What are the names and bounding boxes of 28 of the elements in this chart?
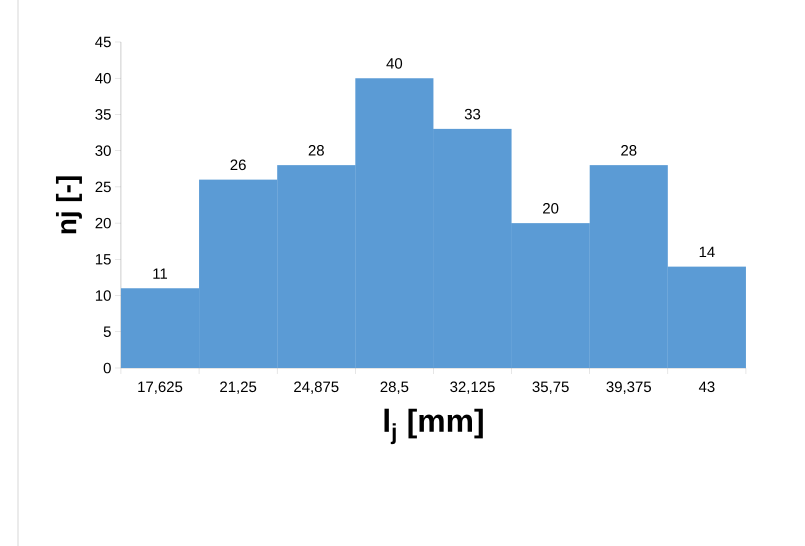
data-label: 26 xyxy=(230,160,246,170)
x-tick-label: 43 xyxy=(698,382,715,392)
data-label: 40 xyxy=(386,58,402,69)
y-tick-label: 40 xyxy=(95,72,111,84)
y-axis-title: nj [-] xyxy=(56,176,82,234)
y-tick-label: 0 xyxy=(104,362,111,374)
x-tick-label: 39,375 xyxy=(606,382,651,394)
x-tick-label: 28,5 xyxy=(380,382,408,394)
x-tick-label: 35,75 xyxy=(532,382,569,394)
data-label: 28 xyxy=(308,145,324,156)
data-label: 11 xyxy=(153,268,168,279)
x-tick-label: 17,625 xyxy=(138,382,182,394)
x-tick-label: 32,125 xyxy=(450,382,495,394)
x-tick-label: 21,25 xyxy=(220,382,256,394)
x-tick-label: 24,875 xyxy=(294,382,338,394)
data-label: 33 xyxy=(464,108,480,120)
y-tick-label: 15 xyxy=(96,254,111,265)
x-axis-title: l$_{j}$ [mm] xyxy=(384,408,483,444)
data-label: 20 xyxy=(543,203,558,214)
y-tick-label: 20 xyxy=(96,218,111,228)
y-tick-label: 25 xyxy=(96,182,111,192)
y-tick-label: 30 xyxy=(95,145,111,156)
y-tick-label: 5 xyxy=(104,326,111,337)
data-label: 14 xyxy=(700,246,715,258)
y-tick-label: 45 xyxy=(95,36,111,48)
y-tick-label: 35 xyxy=(95,109,111,120)
data-label: 28 xyxy=(621,145,636,156)
y-tick-label: 10 xyxy=(96,290,111,301)
